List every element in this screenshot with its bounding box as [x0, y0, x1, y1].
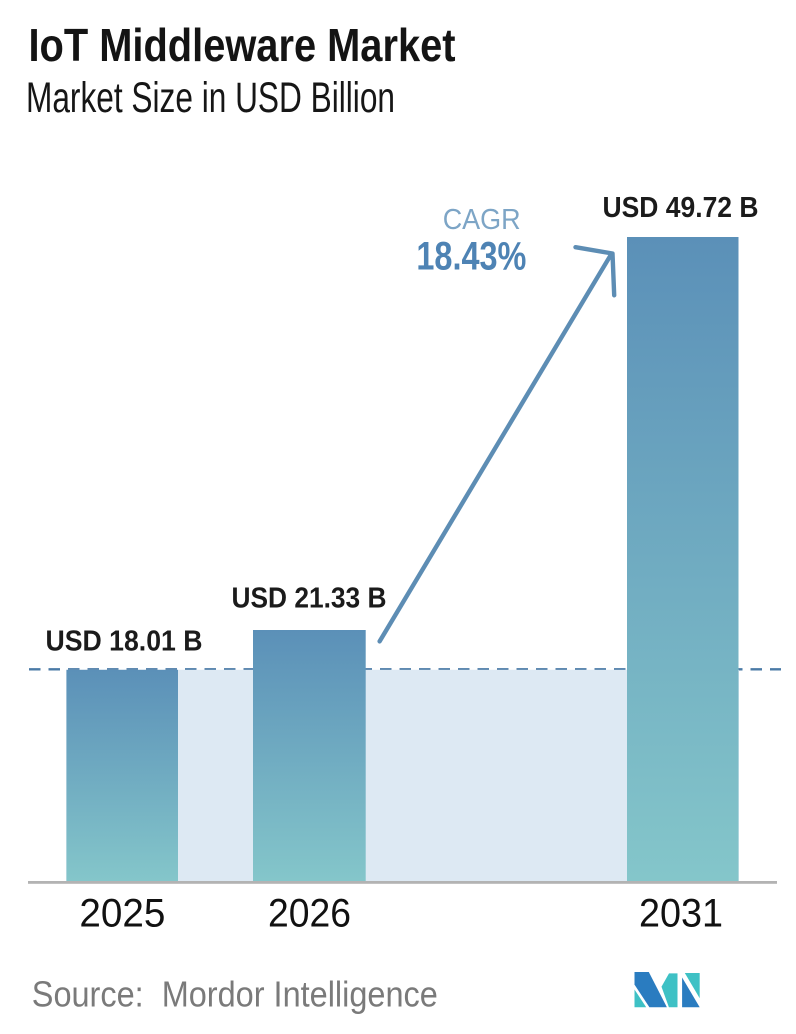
svg-text:USD 49.72 B: USD 49.72 B — [603, 192, 759, 224]
svg-text:Market Size in USD Billion: Market Size in USD Billion — [26, 74, 395, 122]
svg-text:2025: 2025 — [79, 892, 165, 936]
svg-text:Source: Mordor Intelligence: Source: Mordor Intelligence — [32, 974, 438, 1015]
svg-text:18.43%: 18.43% — [416, 234, 526, 278]
svg-text:USD 21.33 B: USD 21.33 B — [232, 583, 387, 615]
svg-text:2026: 2026 — [268, 892, 351, 936]
svg-text:2031: 2031 — [639, 892, 723, 936]
svg-text:USD 18.01 B: USD 18.01 B — [46, 626, 203, 658]
svg-text:IoT Middleware Market: IoT Middleware Market — [29, 19, 456, 71]
svg-text:CAGR: CAGR — [443, 204, 521, 236]
